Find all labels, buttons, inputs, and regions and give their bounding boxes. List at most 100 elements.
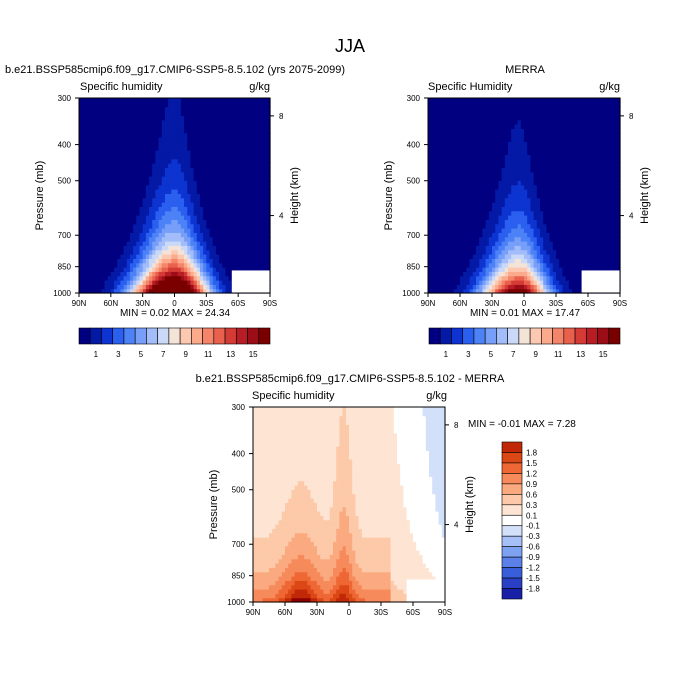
- obs-cell: [453, 137, 458, 142]
- obs-cell: [485, 184, 490, 190]
- model-cell: [212, 111, 217, 116]
- obs-cell: [562, 267, 567, 272]
- model-cell: [161, 145, 166, 151]
- obs-cell: [482, 210, 487, 216]
- obs-cell: [453, 245, 458, 251]
- obs-cell: [607, 219, 611, 225]
- model-cell: [184, 210, 188, 216]
- model-cell: [241, 228, 246, 233]
- model-cell: [215, 132, 220, 138]
- model-cell: [145, 106, 150, 112]
- obs-cell: [578, 202, 583, 207]
- model-cell: [234, 180, 239, 186]
- model-cell: [133, 115, 137, 121]
- obs-cell: [463, 197, 467, 203]
- model-cell: [177, 284, 182, 290]
- model-cell: [82, 158, 86, 164]
- model-cell: [228, 184, 233, 190]
- model-cell: [161, 236, 166, 242]
- model-cell: [199, 163, 204, 168]
- model-cell: [129, 271, 134, 277]
- obs-cell: [565, 228, 570, 233]
- model-cell: [225, 245, 230, 251]
- obs-cell: [540, 202, 544, 207]
- model-cell: [238, 124, 242, 129]
- obs-cell: [588, 228, 592, 233]
- model-cell: [266, 111, 271, 116]
- model-cell: [145, 215, 150, 220]
- obs-cell: [597, 206, 602, 212]
- obs-cell: [466, 206, 471, 212]
- model-cell: [126, 102, 131, 108]
- model-cell: [187, 267, 192, 272]
- model-cell: [107, 180, 112, 186]
- panel-model-colorbar: 1 3 5 7 9 11 13 15: [78, 327, 271, 359]
- obs-cell: [482, 262, 487, 268]
- obs-cell: [533, 171, 538, 177]
- model-cell: [177, 275, 182, 281]
- obs-cell: [485, 275, 490, 281]
- obs-cell: [588, 158, 592, 164]
- model-cell: [158, 137, 163, 142]
- obs-cell: [434, 202, 439, 207]
- model-cell: [79, 150, 83, 155]
- model-cell: [129, 171, 134, 177]
- model-cell: [114, 171, 118, 177]
- obs-cell: [536, 254, 541, 259]
- model-cell: [126, 132, 131, 138]
- obs-cell: [485, 249, 490, 255]
- obs-cell: [549, 219, 554, 225]
- obs-cell: [552, 223, 557, 229]
- obs-cell: [428, 184, 432, 190]
- obs-cell: [527, 158, 531, 164]
- model-cell: [107, 284, 112, 290]
- model-cell: [149, 232, 153, 238]
- obs-cell: [524, 154, 528, 160]
- obs-cell: [472, 141, 477, 147]
- obs-cell: [575, 206, 579, 212]
- model-cell: [91, 171, 96, 177]
- model-cell: [142, 184, 147, 190]
- obs-cell: [540, 271, 544, 277]
- obs-cell: [428, 206, 432, 212]
- model-cell: [209, 223, 214, 229]
- obs-cell: [543, 258, 547, 264]
- model-cell: [250, 189, 255, 194]
- obs-cell: [552, 141, 557, 147]
- obs-cell: [568, 202, 573, 207]
- obs-cell: [549, 284, 554, 290]
- model-cell: [101, 137, 106, 142]
- model-cell: [184, 271, 188, 277]
- obs-cell: [469, 275, 474, 281]
- obs-cell: [597, 241, 602, 246]
- model-cell: [155, 223, 160, 229]
- model-cell: [190, 150, 195, 155]
- obs-cell: [600, 193, 605, 199]
- obs-cell: [565, 249, 570, 255]
- model-cell: [203, 189, 207, 194]
- obs-cell: [466, 271, 471, 277]
- model-cell: [120, 228, 125, 233]
- obs-cell: [591, 132, 595, 138]
- obs-cell: [482, 132, 487, 138]
- model-cell: [91, 137, 96, 142]
- model-cell: [203, 102, 207, 108]
- model-cell: [228, 267, 233, 272]
- model-cell: [180, 180, 185, 186]
- obs-cell: [597, 267, 602, 272]
- model-cell: [158, 163, 163, 168]
- model-cell: [133, 241, 137, 246]
- obs-cell: [472, 236, 477, 242]
- obs-cell: [568, 180, 573, 186]
- model-cell: [133, 124, 137, 129]
- model-cell: [228, 150, 233, 155]
- model-cell: [149, 115, 153, 121]
- model-cell: [136, 128, 141, 134]
- obs-cell: [594, 236, 599, 242]
- model-cell: [180, 119, 185, 125]
- model-cell: [94, 254, 99, 259]
- model-cell: [110, 98, 115, 103]
- obs-cell: [591, 193, 595, 199]
- model-cell: [107, 275, 112, 281]
- model-cell: [139, 154, 144, 160]
